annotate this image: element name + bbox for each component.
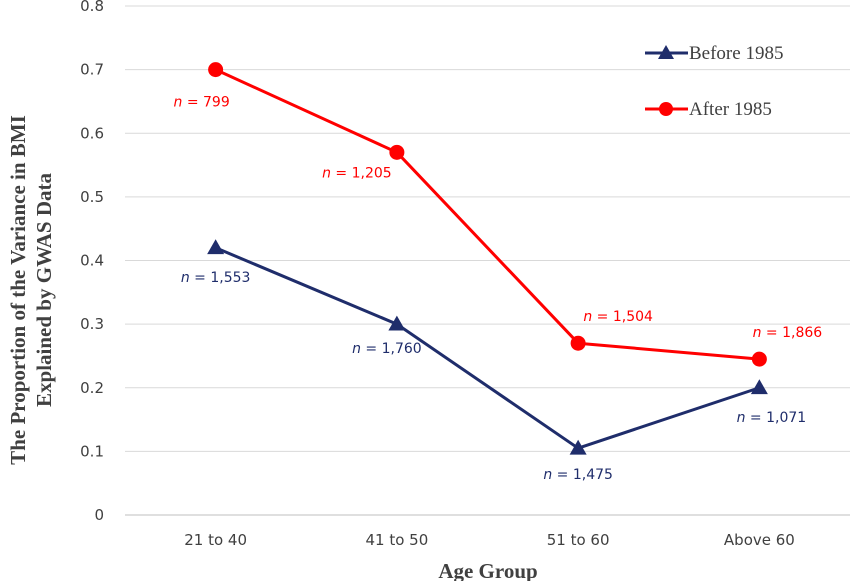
data-label: n = 799: [174, 95, 230, 111]
data-point-triangle: [388, 315, 406, 331]
legend-label: After 1985: [689, 99, 772, 120]
data-label: n = 1,866: [753, 325, 823, 341]
data-point-circle: [208, 62, 224, 78]
data-label: n = 1,205: [322, 165, 392, 181]
data-point-circle: [570, 335, 586, 351]
data-label: n = 1,475: [543, 467, 613, 483]
x-tick-label: 21 to 40: [184, 531, 247, 549]
data-point-triangle: [750, 379, 768, 395]
y-axis-title-line-1: The Proportion of the Variance in BMI: [6, 115, 30, 465]
legend-marker-circle: [659, 102, 673, 116]
series-line: [215, 68, 760, 361]
gridlines: [125, 5, 850, 516]
data-point-circle: [751, 351, 767, 367]
y-tick-label: 0.4: [80, 252, 104, 270]
x-tick-label: Above 60: [724, 531, 795, 549]
x-axis-title: Age Group: [438, 559, 537, 581]
data-label: n = 1,071: [737, 410, 807, 426]
data-point-circle: [389, 144, 405, 160]
legend-label: Before 1985: [689, 43, 783, 64]
y-axis-title: The Proportion of the Variance in BMI Ex…: [6, 115, 56, 465]
x-tick-label: 41 to 50: [365, 531, 428, 549]
y-axis-title-line-2: Explained by GWAS Data: [32, 173, 56, 407]
y-tick-label: 0.3: [80, 315, 104, 333]
legend-marker-triangle: [658, 45, 674, 59]
x-tick-label: 51 to 60: [547, 531, 610, 549]
y-axis-ticks: 0 0.1 0.2 0.3 0.4 0.5 0.6 0.7 0.8: [80, 0, 104, 524]
y-tick-label: 0.7: [80, 61, 104, 79]
y-tick-label: 0.1: [80, 442, 104, 460]
y-tick-label: 0.5: [80, 188, 104, 206]
y-tick-label: 0.2: [80, 379, 104, 397]
y-tick-label: 0.8: [80, 0, 104, 15]
data-labels-group: n = 1,553 n = 1,760 n = 1,475 n = 1,071 n = …: [174, 95, 823, 484]
data-label: n = 1,553: [181, 270, 251, 286]
series-line: [215, 246, 760, 450]
data-label: n = 1,504: [583, 309, 653, 325]
data-point-triangle: [569, 439, 587, 455]
data-point-triangle: [207, 239, 225, 255]
data-label: n = 1,760: [352, 341, 422, 357]
series-group: [207, 62, 768, 455]
y-tick-label: 0.6: [80, 124, 104, 142]
y-tick-label: 0: [94, 506, 104, 524]
x-axis-ticks: 21 to 40 41 to 50 51 to 60 Above 60: [184, 531, 795, 549]
legend: Before 1985 After 1985: [645, 43, 783, 120]
